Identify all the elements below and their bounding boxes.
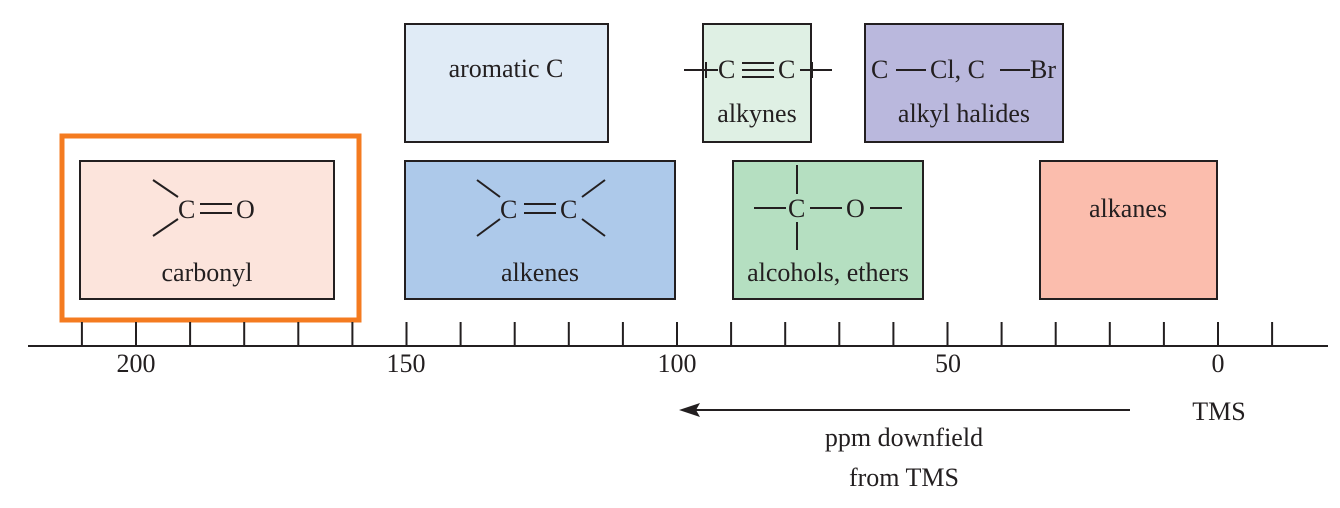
region-alkenes-box (404, 160, 676, 300)
carbonyl-atom-o: O (236, 195, 255, 224)
tick-label-0: 0 (1212, 349, 1225, 378)
alkyne-atom-c1: C (718, 55, 735, 84)
region-halides-label: alkyl halides (898, 99, 1030, 128)
alkene-atom-c1: C (500, 195, 517, 224)
tms-label: TMS (1192, 397, 1245, 426)
region-carbonyl-label: carbonyl (162, 258, 253, 287)
carbonyl-atom-c: C (178, 195, 195, 224)
tick-label-50: 50 (935, 349, 961, 378)
region-alkanes-box (1039, 160, 1218, 300)
halide-formula-br: Br (1030, 55, 1056, 84)
region-alkenes: C C alkenes (404, 160, 676, 300)
region-alkynes: C C alkynes (684, 23, 832, 143)
region-alkanes: alkanes (1039, 160, 1218, 300)
carbonyl-highlight-frame (59, 133, 362, 323)
alcohol-atom-c: C (788, 194, 805, 223)
ppm-axis-ticks (80, 322, 1274, 346)
region-carbonyl: C O carbonyl (79, 160, 335, 300)
region-alcohols-box (732, 160, 924, 300)
region-halides: C Cl, C Br alkyl halides (864, 23, 1064, 143)
tick-label-100: 100 (658, 349, 697, 378)
region-halides-box (864, 23, 1064, 143)
region-alcohols: C O alcohols, ethers (732, 160, 924, 300)
downfield-arrowhead (679, 403, 700, 417)
direction-label-line2: from TMS (849, 463, 959, 492)
region-alkenes-label: alkenes (501, 258, 579, 287)
region-aromatic-box (404, 23, 609, 143)
direction-label-line1: ppm downfield (825, 423, 983, 452)
region-alkynes-box (702, 23, 812, 143)
tick-label-200: 200 (117, 349, 156, 378)
alkyne-atom-c2: C (778, 55, 795, 84)
region-aromatic-label: aromatic C (449, 54, 564, 83)
region-alkynes-label: alkynes (717, 99, 796, 128)
region-alkanes-label: alkanes (1089, 194, 1167, 223)
alcohol-atom-o: O (846, 194, 865, 223)
tick-label-150: 150 (387, 349, 426, 378)
region-aromatic: aromatic C (404, 23, 609, 143)
region-carbonyl-box (79, 160, 335, 300)
region-alcohols-label: alcohols, ethers (747, 258, 909, 287)
alkene-atom-c2: C (560, 195, 577, 224)
halide-formula-c: C (871, 55, 888, 84)
halide-formula-middle: Cl, C (930, 55, 985, 84)
